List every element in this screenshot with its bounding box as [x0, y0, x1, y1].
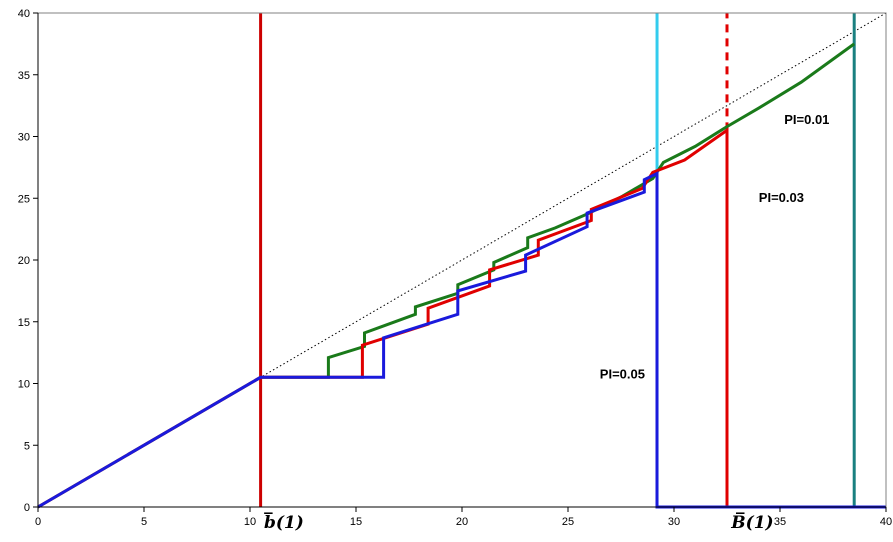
- y-tick-label: 5: [24, 440, 30, 452]
- series-line-green: [37, 42, 856, 509]
- y-tick-label: 0: [24, 502, 30, 514]
- y-tick-label: 10: [18, 379, 30, 391]
- x-tick-label: 10: [244, 516, 256, 528]
- y-tick-label: 20: [18, 255, 30, 267]
- axis-symbol-b-upper: B̅(1): [730, 512, 773, 533]
- y-tick-label: 25: [18, 193, 30, 205]
- y-tick-label: 40: [18, 8, 30, 20]
- x-tick-label: 40: [880, 516, 892, 528]
- annotation-pi001: PI=0.01: [784, 112, 829, 127]
- axes: [33, 12, 887, 512]
- x-tick-label: 5: [141, 516, 147, 528]
- annotation-pi003: PI=0.03: [759, 190, 804, 205]
- axis-symbol-b-lower: b̅(1): [264, 512, 304, 533]
- y-tick-label: 30: [18, 132, 30, 144]
- x-tick-label: 20: [456, 516, 468, 528]
- x-tick-label: 35: [774, 516, 786, 528]
- y-tick-label: 35: [18, 70, 30, 82]
- series-line-red: [37, 127, 729, 509]
- plot-area: [37, 12, 887, 509]
- annotation-pi005: PI=0.05: [600, 367, 645, 382]
- labels: 0 5 10 15 20 25 30 35 40 0 5 10 15 20 25 30 35 40 PI=0.05 P…: [18, 8, 892, 533]
- x-tick-label: 30: [668, 516, 680, 528]
- x-tick-label: 25: [562, 516, 574, 528]
- y-tick-label: 15: [18, 317, 30, 329]
- series-line-blue: [37, 171, 886, 509]
- x-tick-label: 15: [350, 516, 362, 528]
- x-tick-label: 0: [35, 516, 41, 528]
